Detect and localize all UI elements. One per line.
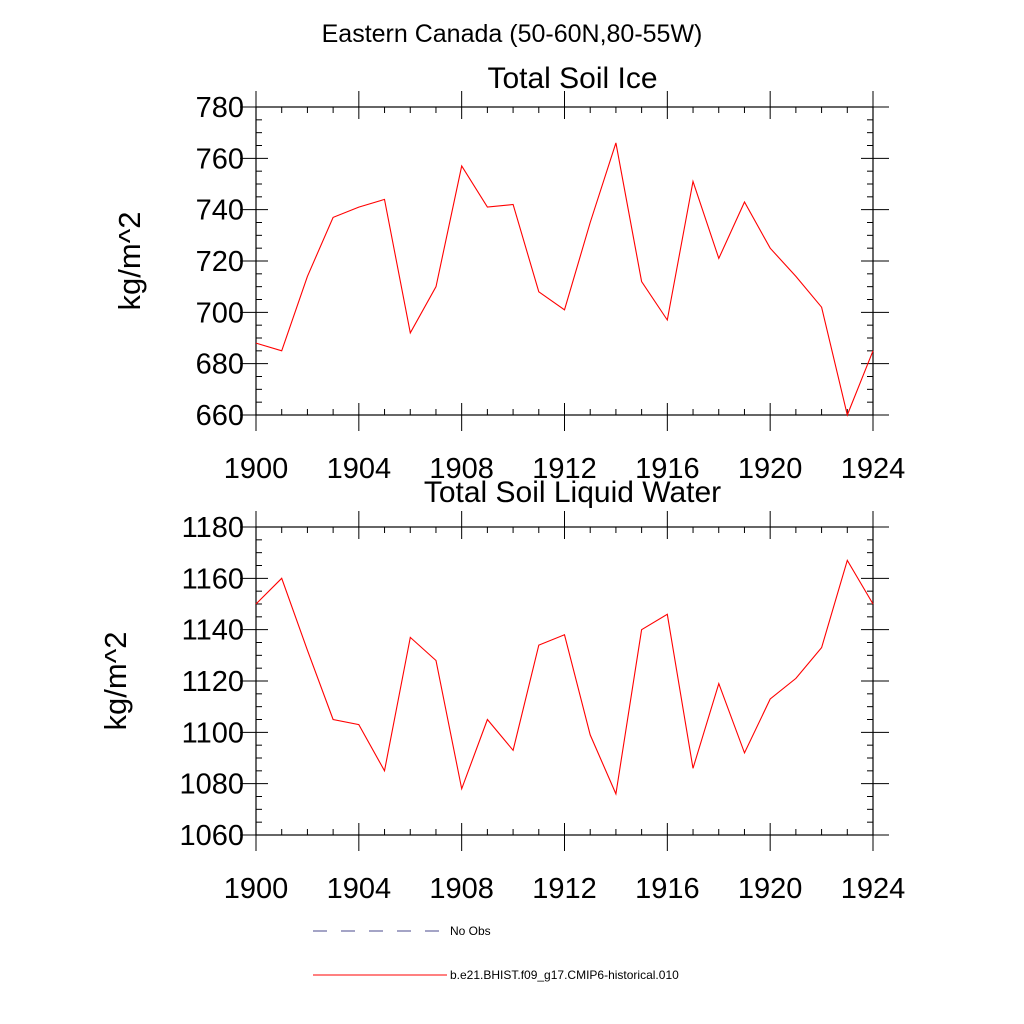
panel-1-x-tick-label: 1908	[429, 873, 494, 905]
panel-1-y-tick-label: 1160	[182, 563, 244, 595]
panel-1-y-tick-label: 1180	[182, 512, 244, 544]
panel-1-title: Total Soil Liquid Water	[424, 476, 721, 509]
panel-0-x-tick-label: 1924	[841, 453, 906, 485]
legend-label-model-run: b.e21.BHIST.f09_g17.CMIP6-historical.010	[450, 968, 679, 982]
panel-1-x-tick-label: 1912	[532, 873, 597, 905]
panel-1-x-tick-label: 1900	[224, 873, 289, 905]
panel-0-y-tick-label: 680	[196, 349, 244, 381]
figure-suptitle: Eastern Canada (50-60N,80-55W)	[322, 20, 703, 48]
panel-0-x-tick-label: 1908	[429, 453, 494, 485]
panel-0-y-tick-label: 660	[196, 400, 244, 432]
panel-0-x-tick-label: 1904	[327, 453, 392, 485]
panel-0-y-tick-label: 760	[196, 143, 244, 175]
panel-0-plot-frame	[255, 106, 874, 416]
panel-1-y-tick-label: 1100	[182, 717, 244, 749]
panel-0-x-tick-label: 1900	[224, 453, 289, 485]
panel-1-y-tick-label: 1080	[179, 769, 244, 801]
panel-1-x-tick-label: 1920	[738, 873, 803, 905]
panel-0-x-tick-label: 1916	[635, 453, 700, 485]
panel-0-x-tick-label: 1920	[738, 453, 803, 485]
panel-1-x-tick-label: 1924	[841, 873, 906, 905]
panel-1-y-tick-label: 1120	[182, 666, 244, 698]
panel-0-series-line-0	[255, 142, 874, 417]
panel-1-y-axis-label: kg/m^2	[98, 632, 133, 731]
panel-1-x-tick-label: 1904	[327, 873, 392, 905]
legend: No Obs b.e21.BHIST.f09_g17.CMIP6-histori…	[313, 924, 679, 982]
panel-0-x-tick-label: 1912	[532, 453, 597, 485]
panel-0-y-tick-label: 780	[196, 92, 244, 124]
panel-1-y-tick-label: 1060	[179, 820, 244, 852]
panel-1-x-tick-label: 1916	[635, 873, 700, 905]
panel-0-y-tick-label: 700	[196, 297, 244, 329]
panel-0-y-tick-label: 740	[196, 195, 244, 227]
panel-0-y-tick-label: 720	[196, 246, 244, 278]
chart-panel-total-soil-liquid-water: Total Soil Liquid Water kg/m^2 1900 1904 190…	[98, 476, 905, 905]
panel-1-plot-frame	[255, 526, 874, 836]
panel-0-y-axis-label: kg/m^2	[112, 212, 147, 311]
panel-0-title: Total Soil Ice	[487, 62, 657, 95]
legend-label-no-obs: No Obs	[450, 924, 491, 938]
chart-panel-total-soil-ice: Total Soil Ice kg/m^2 1900 1904 1908 1912 1916…	[112, 62, 905, 485]
panel-1-series-line-0	[255, 559, 874, 796]
panel-1-y-tick-label: 1140	[182, 615, 244, 647]
